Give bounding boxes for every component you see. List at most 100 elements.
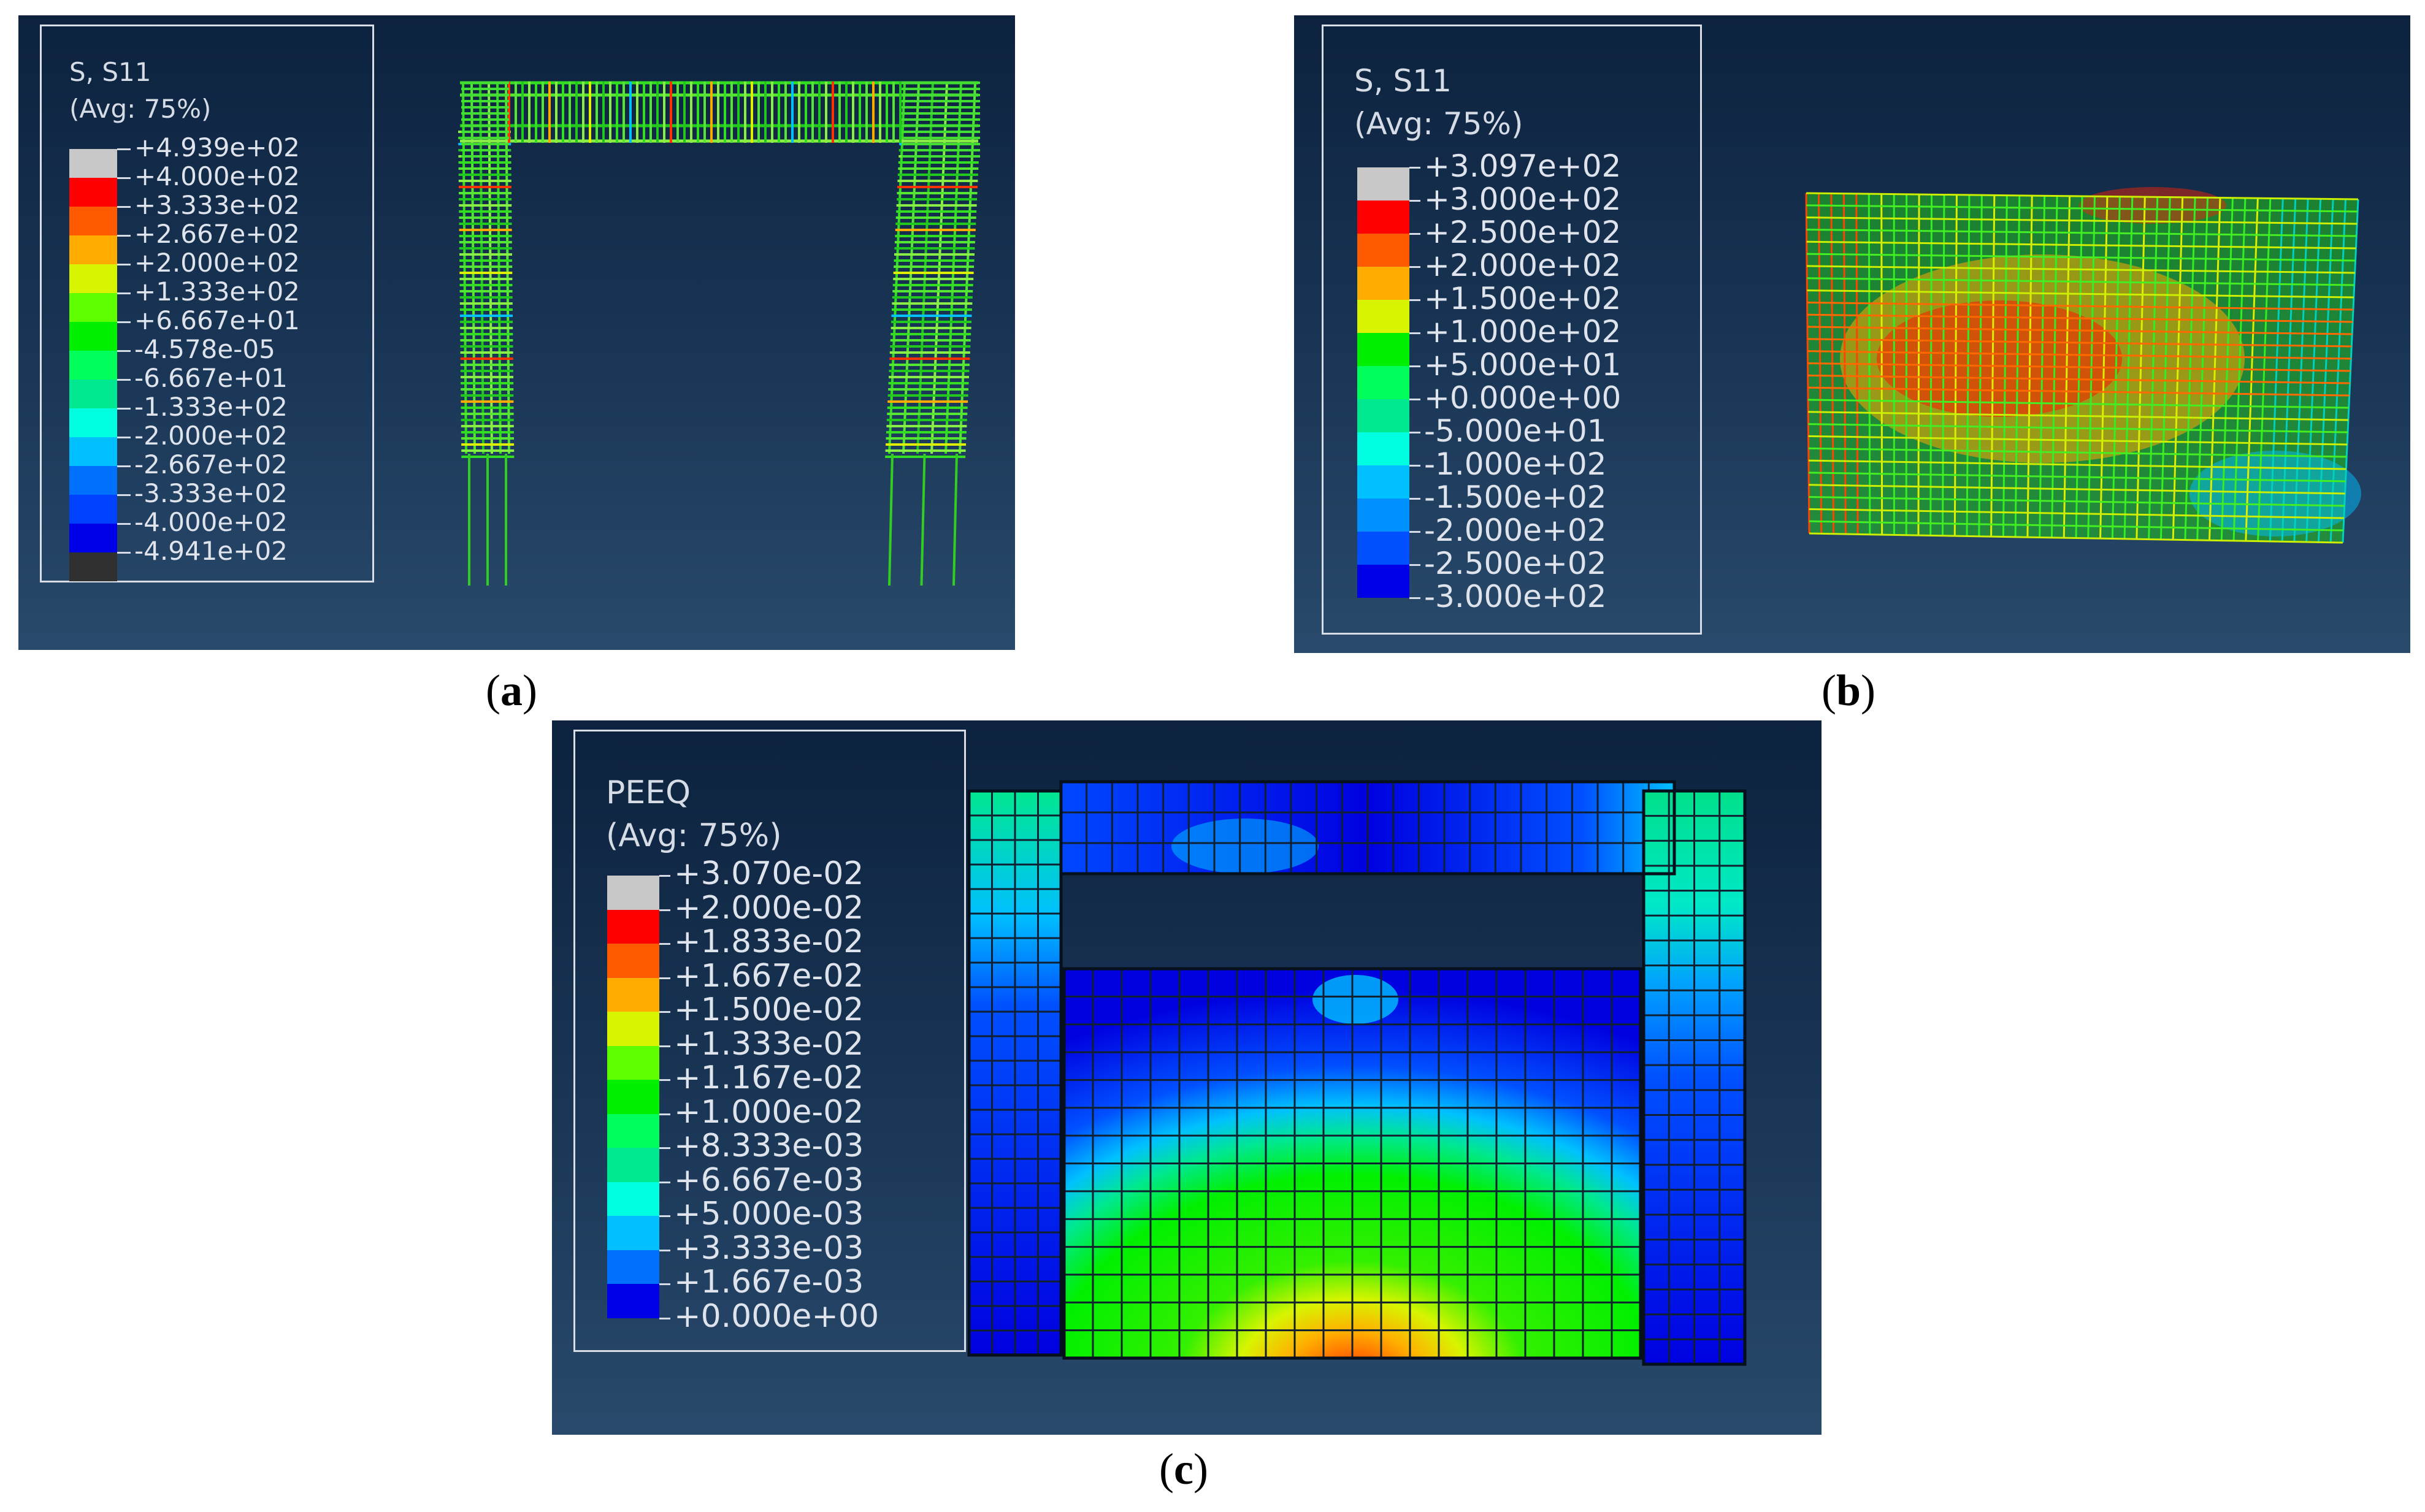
legend-label: +1.500e+02 [1424,280,1622,316]
panel-c-viewport: PEEQ (Avg: 75%) +3.070e-02 +2.000e-02 +1.8… [552,720,1822,1435]
mesh-horizontal-bar [1807,386,2350,397]
legend-tick [659,1181,670,1183]
color-swatch [1357,532,1409,565]
mesh-horizontal-bar [1807,265,2355,274]
legend-tick [659,977,670,979]
legend-label: +8.333e-03 [674,1128,864,1165]
legend-tick [1409,432,1420,433]
legend-tick [659,1215,670,1217]
element-outline [1062,967,1642,1360]
legend-label: -2.000e+02 [134,420,288,451]
legend-label: +2.000e-02 [674,889,864,926]
legend-subtitle: (Avg: 75%) [69,94,212,124]
color-swatch [607,1148,659,1182]
color-swatch [69,466,117,495]
mesh-horizontal-bar [1808,435,2348,446]
legend-label: +1.000e+02 [1424,313,1622,349]
legend-label: -1.333e+02 [134,391,288,422]
legend-label: -5.000e+01 [1424,413,1607,449]
color-swatch [1357,498,1409,532]
color-swatch [69,380,117,408]
legend-label: +2.667e+02 [134,218,300,249]
legend-tick [117,235,131,237]
legend-label: -3.333e+02 [134,478,288,508]
panel-a-viewport: S, S11 (Avg: 75%) +4.939e+02 +4.000e+02 +3… [18,15,1015,650]
legend-tick [117,177,131,179]
color-swatch [607,1250,659,1284]
legend-tick [1409,564,1420,566]
legend-label: +3.333e+02 [134,189,300,220]
legend-tick [659,1045,670,1047]
color-swatch [607,1080,659,1114]
legend-tick [117,437,131,438]
mesh-horizontal-bar [1806,216,2358,225]
legend-label: +1.500e-02 [674,991,864,1029]
mesh-horizontal-bar [1806,240,2356,250]
legend-tick [1409,332,1420,334]
mesh-horizontal-bar [1809,520,2343,532]
legend-tick [117,148,131,150]
legend-label: +0.000e+00 [1424,380,1622,416]
legend-tick [1409,365,1420,367]
legend-label: +4.939e+02 [134,132,300,162]
legend-title: S, S11 [69,57,151,87]
caption-letter: b [1836,666,1861,715]
color-swatch [607,909,659,944]
element-outline [967,789,1063,1357]
legend-label: +0.000e+00 [674,1297,879,1335]
legend-label: +5.000e-03 [674,1196,864,1233]
legend-tick [1409,167,1420,169]
mesh-horizontal-bar [1807,277,2354,286]
mesh-horizontal-bar [1807,301,2353,311]
legend-label: +6.667e-03 [674,1161,864,1199]
legend-tick [117,408,131,410]
legend-label: -3.000e+02 [1424,578,1607,614]
color-swatch [1357,465,1409,498]
mesh-horizontal-bar [1807,374,2350,384]
mesh-horizontal-bar [1808,447,2347,458]
legend-tick [117,523,131,525]
color-swatch [1357,234,1409,267]
legend-label: +3.000e+02 [1424,181,1622,217]
mesh-horizontal-bar [1808,399,2349,409]
panel-b-legend: S, S11 (Avg: 75%) +3.097e+02 +3.000e+02 +2… [1322,25,1702,635]
legend-label: +2.000e+02 [1424,247,1622,283]
color-swatch [69,207,117,235]
legend-tick [117,264,131,265]
color-swatch [69,437,117,466]
color-swatch [1357,333,1409,366]
legend-title: PEEQ [606,774,691,811]
color-swatch [69,408,117,437]
legend-tick [117,206,131,208]
panel-a-caption: (a) [486,666,537,715]
legend-title: S, S11 [1354,63,1452,99]
color-swatch [607,876,659,910]
legend-label: +3.070e-02 [674,855,864,893]
color-swatch [69,293,117,322]
legend-tick [117,552,131,554]
rebar-dowel [920,453,926,586]
legend-tick [1409,399,1420,400]
color-swatch [1357,366,1409,399]
legend-label: +1.333e-02 [674,1025,864,1063]
legend-tick [659,1317,670,1319]
legend-tick [117,465,131,467]
legend-tick [659,1147,670,1149]
color-swatch [607,1182,659,1216]
color-swatch [1357,167,1409,200]
element-outline [1642,789,1747,1366]
legend-tick [117,321,131,323]
rebar-dowel [888,453,894,586]
legend-label: +4.000e+02 [134,161,300,191]
legend-label: -2.500e+02 [1424,545,1607,581]
legend-label: +2.500e+02 [1424,214,1622,250]
legend-tick [659,1249,670,1251]
contour-zone-top [2079,187,2226,224]
legend-tick [1409,233,1420,235]
legend-tick [659,943,670,945]
panel-b-caption: (b) [1822,666,1876,715]
wall-rebar-mesh-model [1805,187,2361,544]
color-swatch [607,944,659,978]
panel-b-viewport: S, S11 (Avg: 75%) +3.097e+02 +3.000e+02 +2… [1294,15,2410,653]
mesh-horizontal-bar [1809,496,2345,507]
